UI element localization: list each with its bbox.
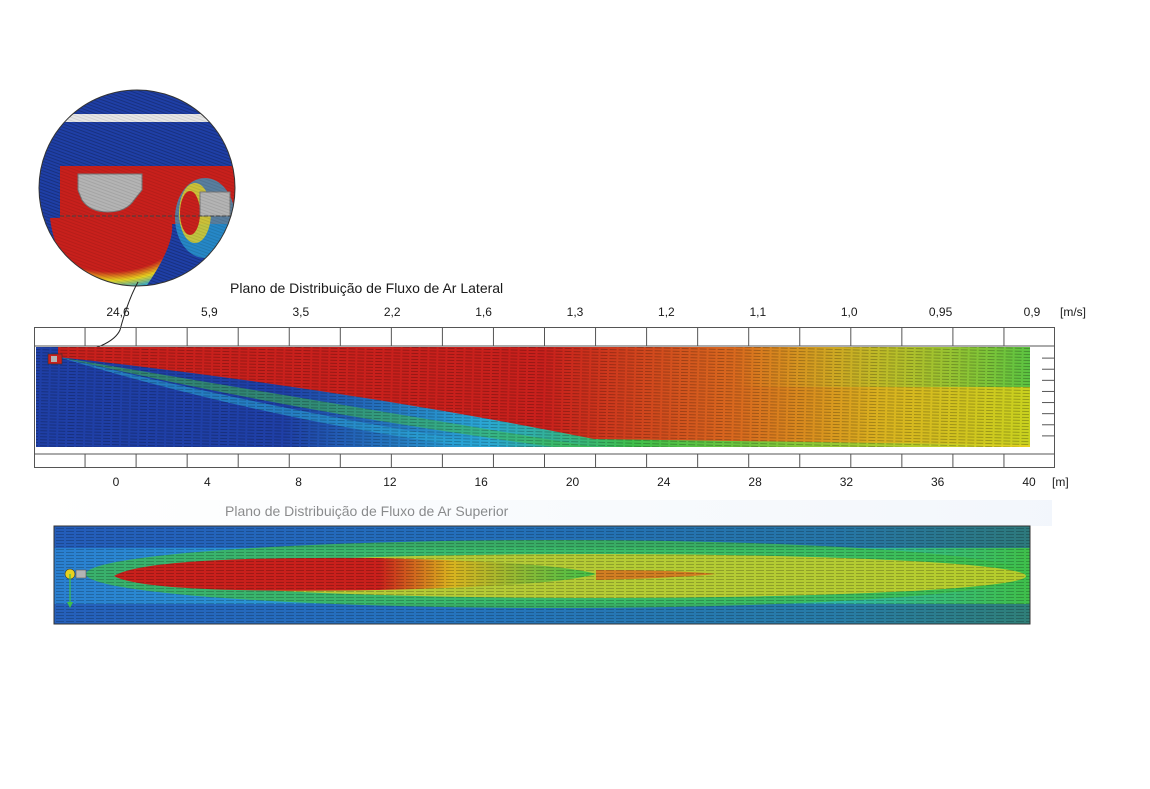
velocity-label: 1,3 — [566, 305, 584, 319]
distance-label: 32 — [839, 475, 854, 489]
velocity-label: 0,95 — [928, 305, 953, 319]
distance-label: 4 — [203, 475, 211, 489]
distance-label: 8 — [295, 475, 302, 489]
lateral-flow-plot — [34, 327, 1055, 468]
velocity-label: 0,9 — [1023, 305, 1041, 319]
velocity-label: 1,6 — [475, 305, 492, 319]
velocity-label: 1,0 — [840, 305, 858, 319]
velocity-unit: [m/s] — [1060, 305, 1086, 319]
distance-label: 20 — [565, 475, 580, 489]
distance-label: 24 — [657, 475, 671, 489]
lateral-plot-title: Plano de Distribuição de Fluxo de Ar Lat… — [230, 280, 504, 296]
distance-label: 36 — [931, 475, 945, 489]
velocity-label: 3,5 — [292, 305, 310, 319]
velocity-label: 1,1 — [749, 305, 767, 319]
distance-unit: [m] — [1052, 475, 1069, 489]
distance-label: 16 — [474, 475, 488, 489]
distance-label: 40 — [1022, 475, 1036, 489]
velocity-label: 2,2 — [383, 305, 401, 319]
distance-label: 12 — [383, 475, 397, 489]
velocity-label: 24,6 — [106, 305, 130, 319]
distance-label: 0 — [112, 475, 120, 489]
velocity-label: 5,9 — [201, 305, 218, 319]
distance-label: 28 — [748, 475, 762, 489]
velocity-label: 1,2 — [658, 305, 675, 319]
top-flow-plot — [36, 500, 1052, 625]
zoom-detail — [38, 89, 236, 287]
